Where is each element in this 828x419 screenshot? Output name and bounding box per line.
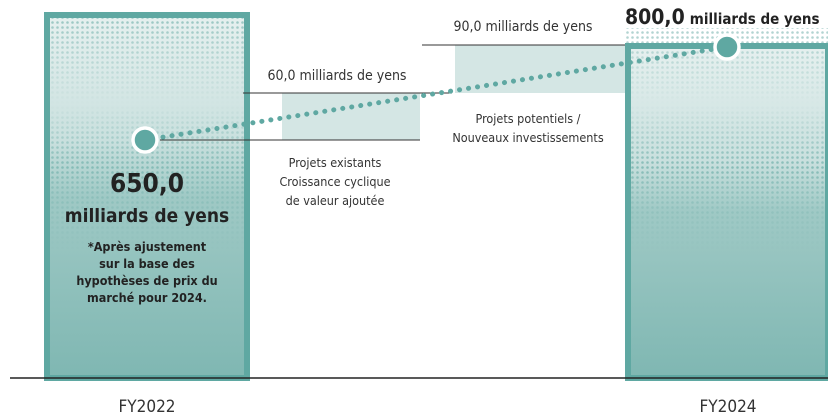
step-amount: 60,0 milliards de yens: [267, 68, 406, 84]
left-bar: [44, 12, 250, 381]
point: [131, 126, 159, 154]
right-bar: [625, 28, 828, 381]
step-amount: 90,0 milliards de yens: [453, 19, 592, 35]
trend-line: [142, 44, 730, 143]
step-text: Projets potentiels /: [476, 111, 581, 126]
step-box: [282, 93, 420, 140]
note: sur la base des: [99, 256, 195, 271]
step-text: Nouveaux investissements: [452, 130, 604, 145]
x-label: FY2022: [118, 397, 175, 417]
value: 800,0: [625, 5, 685, 29]
note: marché pour 2024.: [87, 290, 207, 305]
value-unit: 800,0 milliards de yens: [625, 5, 820, 29]
point: [713, 33, 741, 61]
value: 650,0: [110, 169, 184, 199]
step-text: de valeur ajoutée: [286, 193, 385, 208]
x-label: FY2024: [699, 397, 756, 417]
note: *Après ajustement: [88, 239, 207, 254]
unit: milliards de yens: [65, 205, 229, 227]
step-box: [455, 45, 625, 93]
step-text: Croissance cyclique: [279, 174, 390, 189]
step-text: Projets existants: [289, 155, 382, 170]
note: hypothèses de prix du: [76, 273, 217, 288]
unit: milliards de yens: [690, 10, 820, 28]
